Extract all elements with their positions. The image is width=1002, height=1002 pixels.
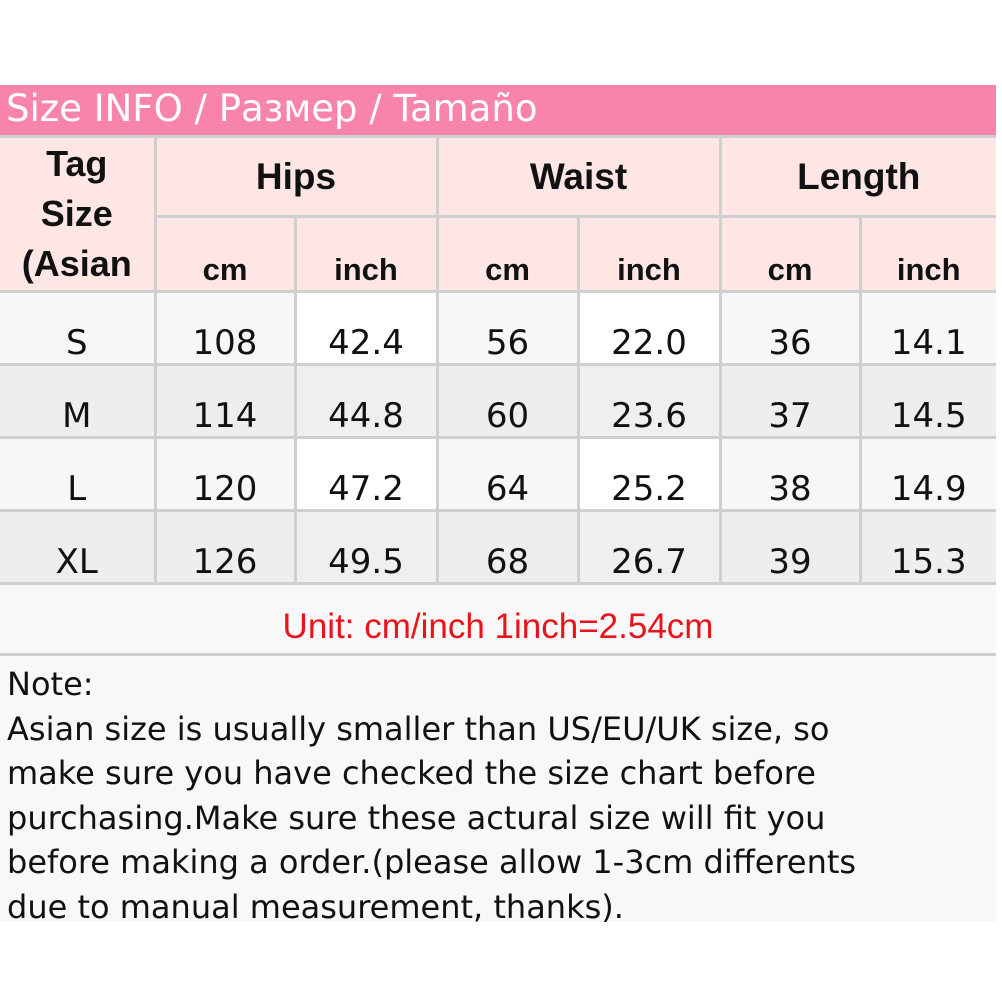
measurement-cell: 14.9 [858,436,996,512]
tag-header-line: Tag [46,143,108,184]
size-cell: XL [0,509,157,585]
unit-header: inch [293,215,439,293]
measurement-cell: 44.8 [293,363,439,439]
size-cell: S [0,290,157,366]
unit-note: Unit: cm/inch 1inch=2.54cm [0,585,996,656]
measurement-cell: 26.7 [576,509,722,585]
unit-header: cm [435,215,580,293]
measurement-cell: 64 [435,436,580,512]
note-line: Asian size is usually smaller than US/EU… [7,709,830,748]
size-table: Tag Size (Asian Hips Waist Length cm inc… [0,135,996,585]
hips-header: Hips [153,135,439,218]
measurement-cell: 39 [718,509,862,585]
tag-header-line: (Asian [21,243,132,284]
measurement-cell: 68 [435,509,580,585]
measurement-cell: 36 [718,290,862,366]
length-header: Length [718,135,996,218]
unit-header: cm [153,215,297,293]
unit-header: inch [576,215,722,293]
measurement-cell: 14.5 [858,363,996,439]
table-row: S 108 42.4 56 22.0 36 14.1 [0,290,996,366]
measurement-cell: 49.5 [293,509,439,585]
measurement-cell: 38 [718,436,862,512]
measurement-cell: 23.6 [576,363,722,439]
header-row-groups: Tag Size (Asian Hips Waist Length [0,135,996,293]
measurement-cell: 108 [153,290,297,366]
measurement-cell: 37 [718,363,862,439]
waist-header: Waist [435,135,722,218]
note-heading: Note: [7,665,94,703]
tag-header-line: Size [40,193,113,234]
size-chart: Size INFO / Размер / Tamaño Tag Size (As… [0,85,996,926]
size-cell: M [0,363,157,439]
measurement-cell: 114 [153,363,297,439]
unit-header: cm [718,215,862,293]
note-line: make sure you have checked the size char… [7,754,816,792]
table-row: XL 126 49.5 68 26.7 39 15.3 [0,509,996,585]
measurement-cell: 22.0 [576,290,722,366]
measurement-cell: 47.2 [293,436,439,512]
measurement-cell: 42.4 [293,290,439,366]
note-line: purchasing.Make sure these actural size … [7,798,826,837]
measurement-cell: 56 [435,290,580,366]
note-line: due to manual measurement, thanks). [7,887,624,926]
note-line: before making a order.(please allow 1-3c… [7,843,857,881]
unit-header: inch [858,215,996,293]
measurement-cell: 120 [153,436,297,512]
measurement-cell: 15.3 [858,509,996,585]
chart-title: Size INFO / Размер / Tamaño [0,85,996,135]
measurement-cell: 14.1 [858,290,996,366]
measurement-cell: 60 [435,363,580,439]
measurement-cell: 126 [153,509,297,585]
tag-size-header: Tag Size (Asian [0,135,157,293]
measurement-cell: 25.2 [576,436,722,512]
table-row: L 120 47.2 64 25.2 38 14.9 [0,436,996,512]
header-row-units: cm inch cm inch cm inch [0,215,996,293]
table-row: M 114 44.8 60 23.6 37 14.5 [0,363,996,439]
size-cell: L [0,436,157,512]
note-section: Note: Asian size is usually smaller than… [0,656,996,926]
